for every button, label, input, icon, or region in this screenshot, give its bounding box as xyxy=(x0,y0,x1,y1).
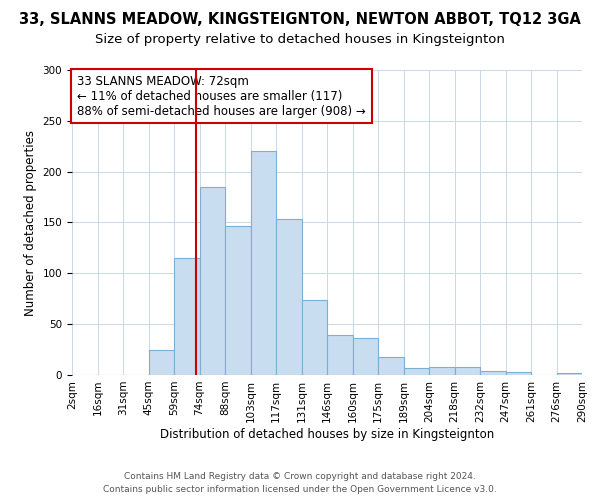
Bar xyxy=(557,373,582,375)
Text: Contains HM Land Registry data © Crown copyright and database right 2024.: Contains HM Land Registry data © Crown c… xyxy=(124,472,476,481)
Bar xyxy=(353,338,378,375)
Bar xyxy=(276,220,302,375)
Bar xyxy=(149,350,174,375)
Bar xyxy=(429,367,455,375)
Bar xyxy=(505,372,531,375)
Bar xyxy=(174,258,199,375)
Y-axis label: Number of detached properties: Number of detached properties xyxy=(24,130,37,316)
Bar xyxy=(225,226,251,375)
Text: Contains public sector information licensed under the Open Government Licence v3: Contains public sector information licen… xyxy=(103,485,497,494)
Text: 33 SLANNS MEADOW: 72sqm
← 11% of detached houses are smaller (117)
88% of semi-d: 33 SLANNS MEADOW: 72sqm ← 11% of detache… xyxy=(77,74,366,118)
Bar xyxy=(404,368,429,375)
X-axis label: Distribution of detached houses by size in Kingsteignton: Distribution of detached houses by size … xyxy=(160,428,494,440)
Text: 33, SLANNS MEADOW, KINGSTEIGNTON, NEWTON ABBOT, TQ12 3GA: 33, SLANNS MEADOW, KINGSTEIGNTON, NEWTON… xyxy=(19,12,581,28)
Bar xyxy=(199,187,225,375)
Bar xyxy=(480,371,505,375)
Bar xyxy=(455,367,480,375)
Bar xyxy=(251,152,276,375)
Bar xyxy=(378,356,404,375)
Bar xyxy=(327,336,353,375)
Bar xyxy=(302,300,327,375)
Text: Size of property relative to detached houses in Kingsteignton: Size of property relative to detached ho… xyxy=(95,32,505,46)
